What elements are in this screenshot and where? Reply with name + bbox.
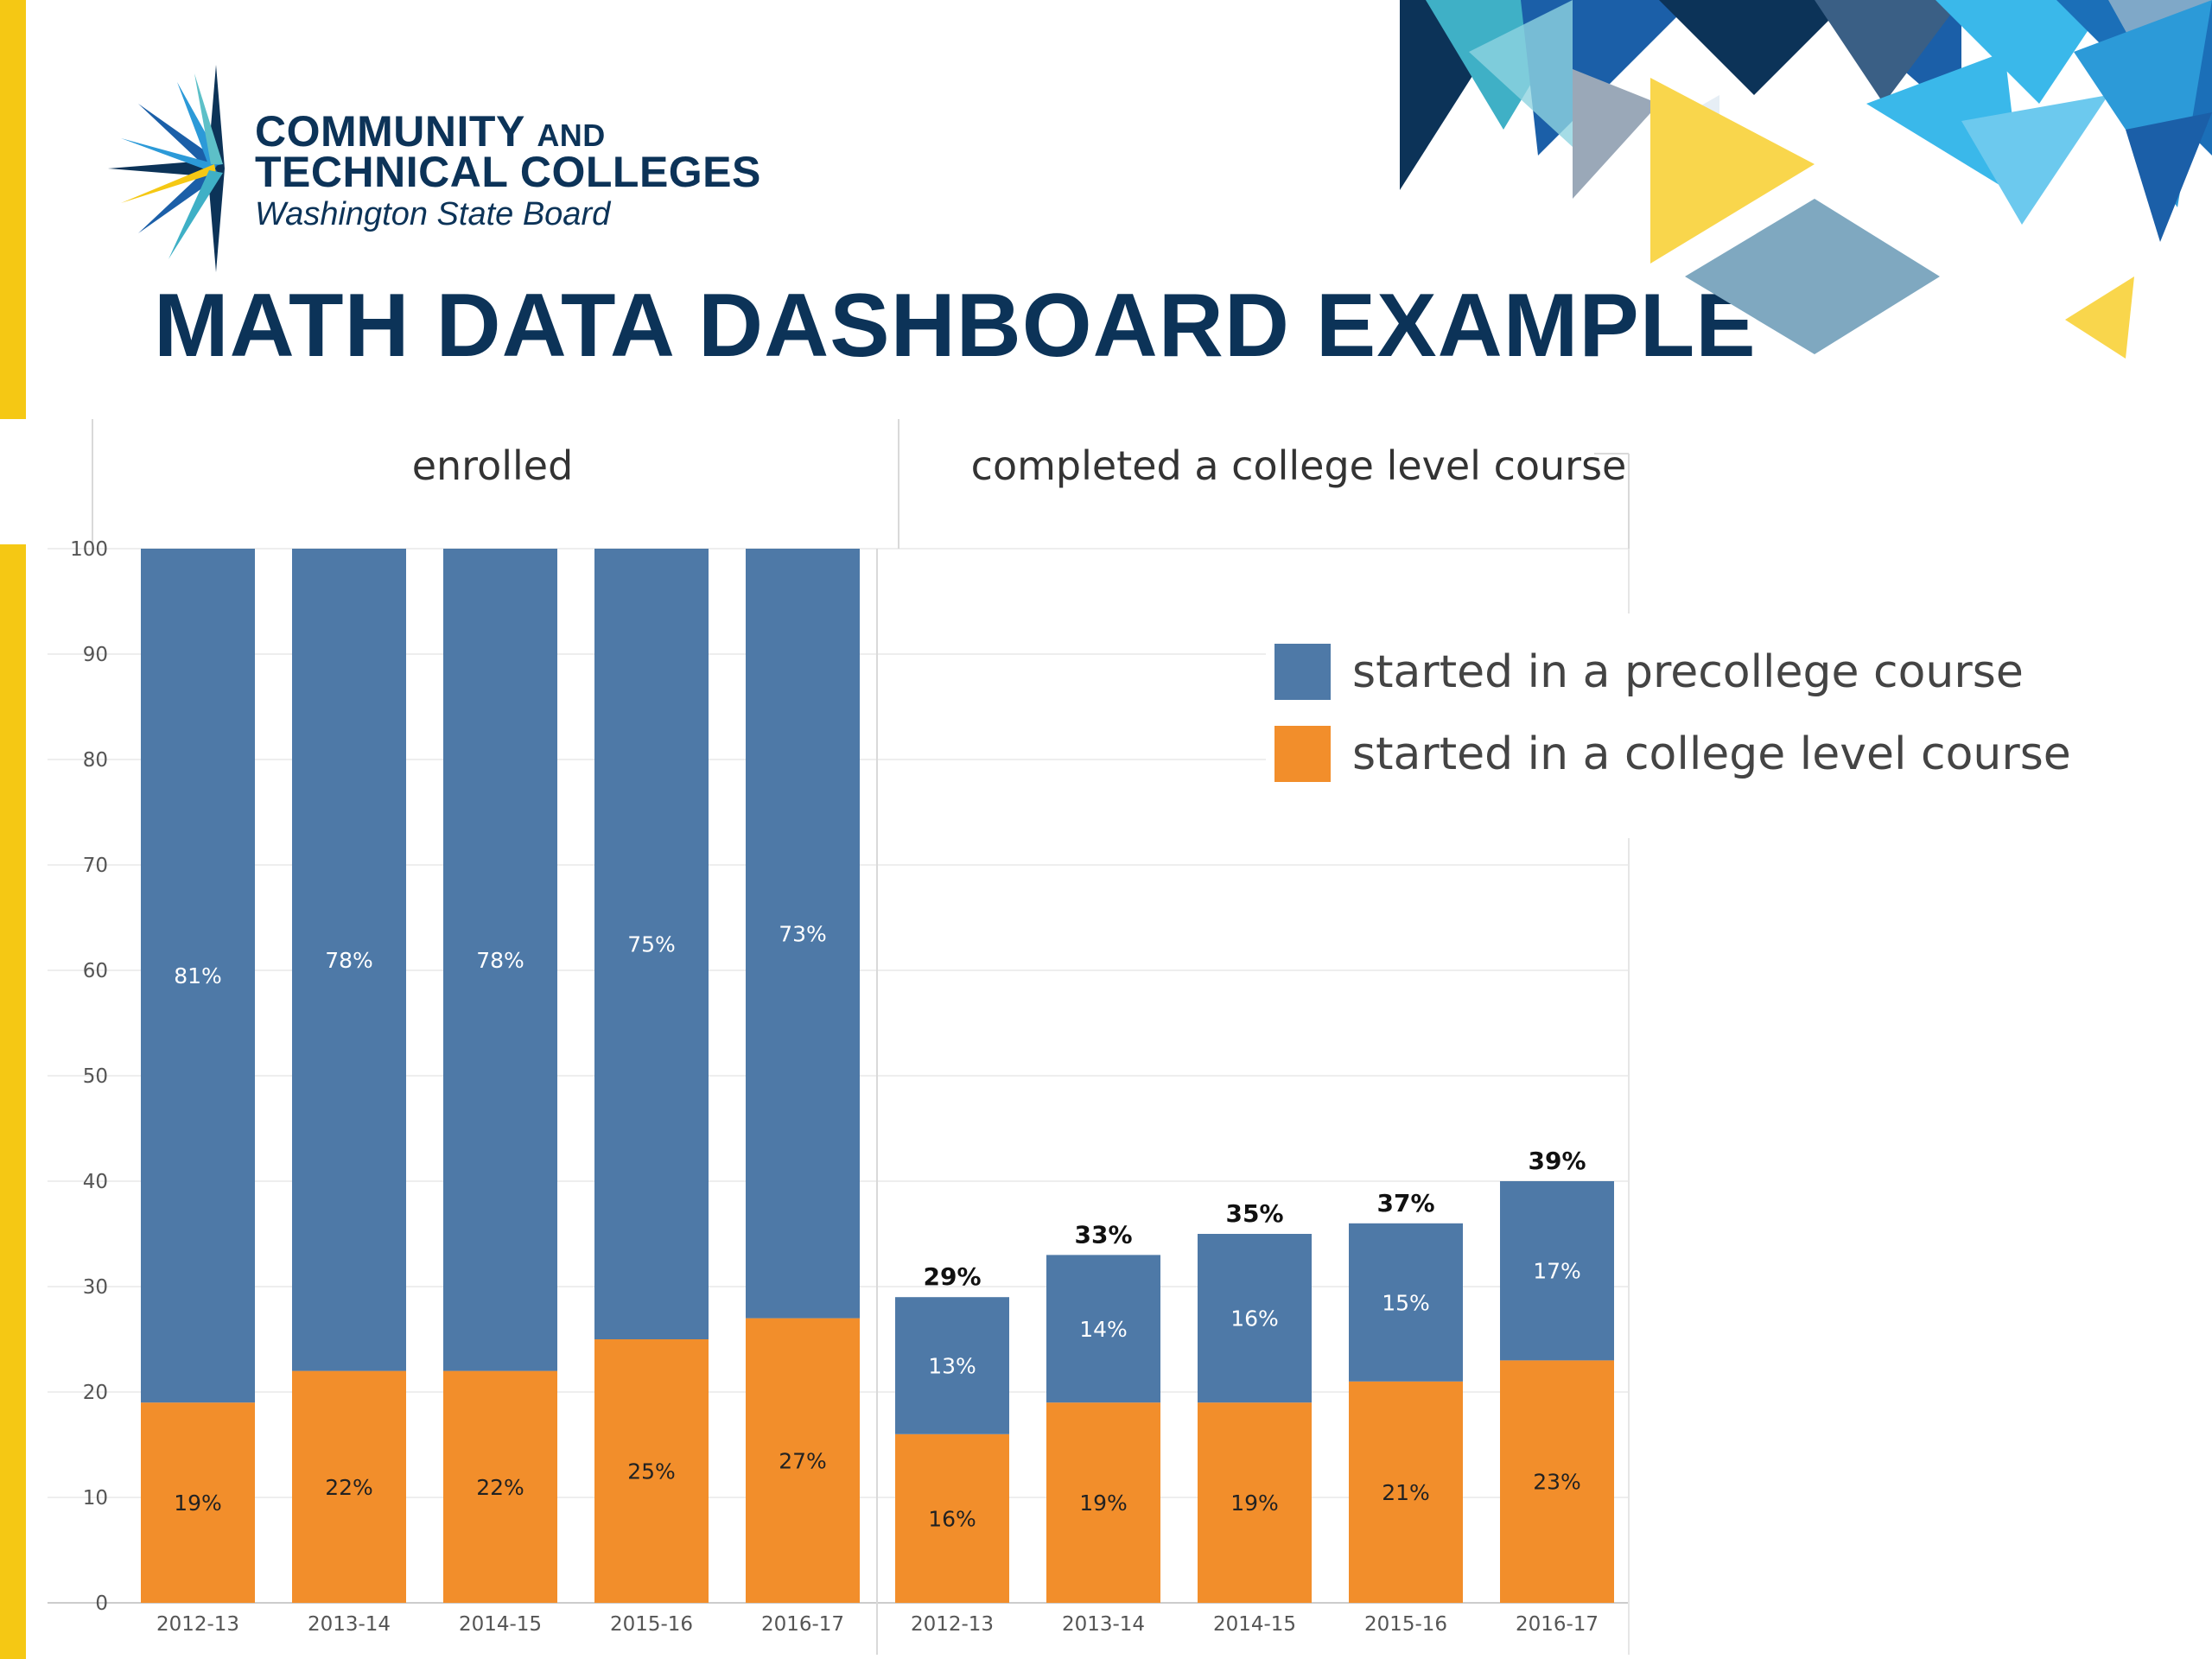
- bar-precollege-2014-15: [443, 549, 557, 1371]
- bar-segment-label: 73%: [779, 921, 827, 946]
- bar-segment-label: 16%: [928, 1506, 976, 1531]
- bar-segment-label: 19%: [174, 1491, 222, 1516]
- y-tick-label: 20: [83, 1382, 108, 1404]
- stacked-bar-chart: enrolled completed a college level course…: [48, 419, 2071, 1655]
- bar-total-label: 35%: [1225, 1199, 1283, 1228]
- logo-line-3: Washington State Board: [255, 196, 611, 232]
- bar-segment-label: 78%: [325, 948, 373, 973]
- bar-college-level-2016-17: [746, 1318, 860, 1603]
- x-tick-label: 2012-13: [156, 1613, 239, 1636]
- legend-label-1: started in a precollege course: [1352, 646, 2024, 698]
- y-tick-label: 70: [83, 855, 108, 877]
- logo-line-2: TECHNICAL COLLEGES: [255, 148, 761, 196]
- x-tick-label: 2014-15: [1213, 1613, 1296, 1636]
- bar-college-level-2013-14: [1046, 1402, 1160, 1603]
- bar-segment-label: 22%: [325, 1475, 373, 1500]
- bar-precollege-2015-16: [594, 549, 709, 1339]
- bar-segment-label: 15%: [1382, 1290, 1430, 1315]
- bar-college-level-2015-16: [594, 1339, 709, 1603]
- bar-precollege-2013-14: [1046, 1255, 1160, 1403]
- bar-precollege-2014-15: [1198, 1234, 1312, 1403]
- bar-precollege-2015-16: [1349, 1223, 1463, 1382]
- decorative-triangles: [1400, 0, 2212, 359]
- legend-swatch-2: [1274, 726, 1331, 782]
- legend-swatch-1: [1274, 644, 1331, 700]
- y-tick-label: 40: [83, 1171, 108, 1193]
- bar-segment-label: 14%: [1079, 1317, 1128, 1342]
- x-axis: 2012-13 2013-14 2014-15 2015-16 2016-17 2012-…: [156, 1613, 1599, 1636]
- bar-college-level-2014-15: [443, 1370, 557, 1603]
- bar-precollege-2016-17: [746, 549, 860, 1319]
- x-tick-label: 2013-14: [308, 1613, 391, 1636]
- panel-header-2: completed a college level course: [971, 442, 1627, 489]
- bar-precollege-2016-17: [1500, 1181, 1614, 1361]
- bar-segment-label: 78%: [476, 948, 524, 973]
- bar-segment-label: 19%: [1079, 1491, 1128, 1516]
- bar-segment-label: 16%: [1230, 1306, 1279, 1332]
- x-tick-label: 2012-13: [911, 1613, 994, 1636]
- bar-precollege-2012-13: [895, 1297, 1009, 1434]
- bar-segment-label: 22%: [476, 1475, 524, 1500]
- x-tick-label: 2014-15: [459, 1613, 542, 1636]
- x-tick-label: 2016-17: [761, 1613, 844, 1636]
- bar-segment-label: 27%: [779, 1448, 827, 1473]
- bar-segment-label: 75%: [627, 932, 676, 957]
- y-tick-label: 50: [83, 1065, 108, 1088]
- bar-college-level-2014-15: [1198, 1402, 1312, 1603]
- bar-total-label: 39%: [1528, 1147, 1586, 1175]
- bar-precollege-2013-14: [292, 549, 406, 1371]
- legend: started in a precollege course started in…: [1266, 613, 2071, 838]
- y-tick-label: 0: [95, 1592, 108, 1615]
- y-tick-label: 80: [83, 749, 108, 772]
- bar-segment-label: 17%: [1533, 1259, 1581, 1284]
- bar-college-level-2012-13: [895, 1433, 1009, 1603]
- legend-label-2: started in a college level course: [1352, 728, 2071, 780]
- x-tick-label: 2016-17: [1516, 1613, 1599, 1636]
- bars: 19% 81% 22% 78% 22% 78% 25% 75% 27% 73% 16% 13% 29% 1…: [141, 549, 1614, 1603]
- y-tick-label: 60: [83, 960, 108, 982]
- y-tick-label: 100: [70, 538, 108, 561]
- bar-total-label: 37%: [1376, 1189, 1434, 1217]
- logo: COMMUNITY AND TECHNICAL COLLEGES Washing…: [104, 56, 760, 281]
- panel-headers: enrolled completed a college level course: [92, 419, 1630, 549]
- bar-segment-label: 23%: [1533, 1470, 1581, 1495]
- accent-bar-bottom: [0, 544, 26, 1659]
- bar-college-level-2012-13: [141, 1402, 255, 1603]
- bar-segment-label: 81%: [174, 963, 222, 988]
- y-tick-label: 90: [83, 644, 108, 666]
- page-title: MATH DATA DASHBOARD EXAMPLE: [154, 276, 1757, 376]
- bar-college-level-2013-14: [292, 1370, 406, 1603]
- bar-segment-label: 21%: [1382, 1480, 1430, 1505]
- x-tick-label: 2015-16: [1364, 1613, 1447, 1636]
- bar-segment-label: 19%: [1230, 1491, 1279, 1516]
- bar-total-label: 29%: [923, 1262, 981, 1291]
- panel-header-1: enrolled: [412, 442, 574, 489]
- accent-bar-top: [0, 0, 26, 419]
- bar-total-label: 33%: [1074, 1220, 1132, 1249]
- star-burst-icon: [108, 65, 225, 272]
- x-tick-label: 2013-14: [1062, 1613, 1145, 1636]
- bar-college-level-2016-17: [1500, 1360, 1614, 1603]
- legend-background: [1266, 613, 1827, 838]
- y-tick-label: 30: [83, 1276, 108, 1299]
- bar-segment-label: 13%: [928, 1354, 976, 1379]
- x-tick-label: 2015-16: [610, 1613, 693, 1636]
- y-axis: 0 10 20 30 40 50 60 70 80 90 100: [70, 538, 108, 1615]
- bar-precollege-2012-13: [141, 549, 255, 1403]
- logo-line-1: COMMUNITY AND: [255, 107, 606, 156]
- y-tick-label: 10: [83, 1487, 108, 1510]
- bar-segment-label: 25%: [627, 1459, 676, 1484]
- bar-college-level-2015-16: [1349, 1381, 1463, 1603]
